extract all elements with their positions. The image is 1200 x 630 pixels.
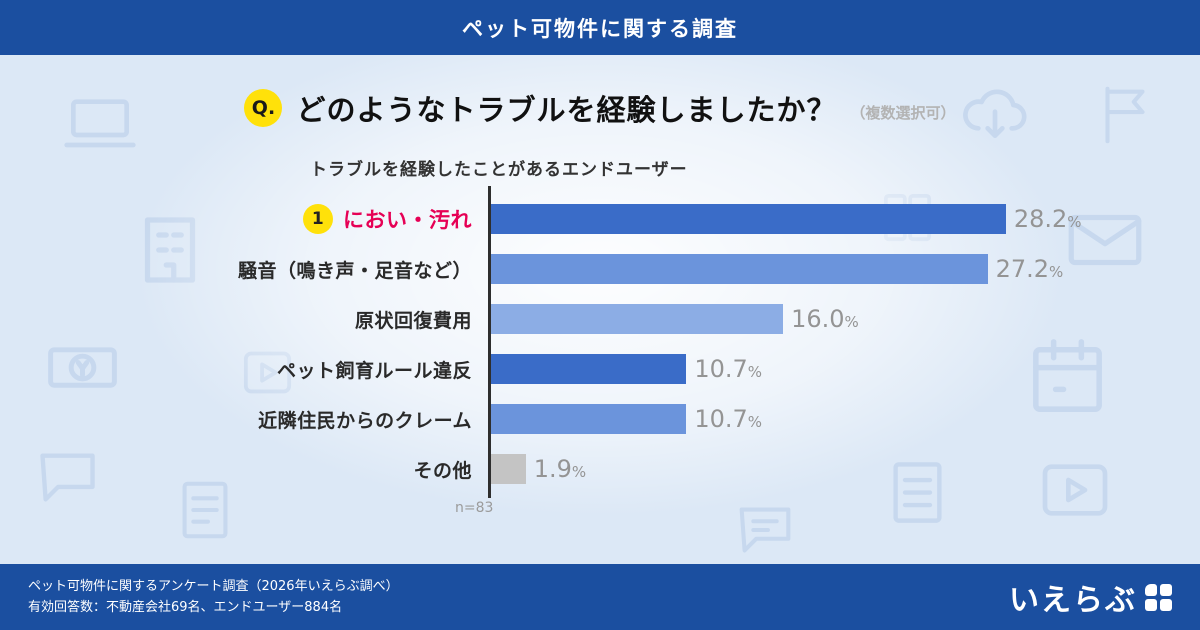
footer-bar: ペット可物件に関するアンケート調査（2026年いえらぶ調べ） 有効回答数：不動産… <box>0 564 1200 630</box>
content: Q. どのようなトラブルを経験しましたか？ （複数選択可） トラブルを経験したこ… <box>0 55 1200 516</box>
category-label: 近隣住民からのクレーム <box>70 406 488 433</box>
value-label: 10.7% <box>694 405 763 433</box>
question-heading: Q. どのようなトラブルを経験しましたか？ （複数選択可） <box>0 85 1200 131</box>
chart-row: 原状回復費用 16.0% <box>70 294 1130 344</box>
category-label-text: 原状回復費用 <box>354 309 472 332</box>
chart-row: 近隣住民からのクレーム 10.7% <box>70 394 1130 444</box>
category-label: 騒音（鳴き声・足音など） <box>70 256 488 283</box>
sample-size-label: n=83 <box>455 500 494 516</box>
logo-mark-icon <box>1145 583 1172 611</box>
rank-1-badge: 1 <box>303 204 333 234</box>
category-label-text: 騒音（鳴き声・足音など） <box>237 259 472 282</box>
category-label-text: その他 <box>413 459 472 482</box>
footer-line1: ペット可物件に関するアンケート調査（2026年いえらぶ調べ） <box>28 578 399 594</box>
bar-track: 10.7% <box>488 354 1130 384</box>
value-label: 1.9% <box>533 455 587 483</box>
value-label: 27.2% <box>995 255 1064 283</box>
logo-text: いえらぶ <box>1009 583 1137 618</box>
ielove-logo: いえらぶ <box>1009 575 1172 619</box>
main-area: Q. どのようなトラブルを経験しましたか？ （複数選択可） トラブルを経験したこ… <box>0 55 1200 564</box>
bar <box>491 404 687 434</box>
bar-track: 1.9% <box>488 454 1130 484</box>
chart-rows: 1 におい・汚れ 28.2% 騒音（鳴き声・足音など） 27.2% 原状回復費用 16.0%… <box>70 186 1130 498</box>
page-title: ペット可物件に関する調査 <box>462 16 738 41</box>
value-label: 28.2% <box>1013 205 1082 233</box>
category-label: その他 <box>70 456 488 483</box>
header-bar: ペット可物件に関する調査 <box>0 0 1200 55</box>
bar <box>491 454 526 484</box>
bar <box>491 254 988 284</box>
bar-track: 27.2% <box>488 254 1130 284</box>
chart-row: ペット飼育ルール違反 10.7% <box>70 344 1130 394</box>
footer-line2: 有効回答数：不動産会社69名、エンドユーザー884名 <box>28 600 343 615</box>
category-label-text: ペット飼育ルール違反 <box>276 359 472 382</box>
chart-row: その他 1.9% <box>70 444 1130 494</box>
question-text: どのようなトラブルを経験しましたか？ <box>296 93 837 127</box>
category-label: ペット飼育ルール違反 <box>70 356 488 383</box>
value-label: 16.0% <box>791 305 859 333</box>
category-label-text: におい・汚れ <box>343 208 472 232</box>
bar-chart: トラブルを経験したことがあるエンドユーザー 1 におい・汚れ 28.2% 騒音（鳴き声… <box>70 155 1130 516</box>
footer-source: ペット可物件に関するアンケート調査（2026年いえらぶ調べ） 有効回答数：不動産… <box>28 576 399 619</box>
bar <box>491 304 784 334</box>
category-label: 1 におい・汚れ <box>70 204 488 234</box>
chart-subtitle: トラブルを経験したことがあるエンドユーザー <box>310 160 688 180</box>
category-label: 原状回復費用 <box>70 306 488 333</box>
q-badge: Q. <box>244 89 283 127</box>
bar <box>491 354 687 384</box>
chart-row: 1 におい・汚れ 28.2% <box>70 194 1130 244</box>
bar-track: 28.2% <box>488 204 1130 234</box>
bar <box>491 204 1006 234</box>
category-label-text: 近隣住民からのクレーム <box>258 409 472 432</box>
chart-row: 騒音（鳴き声・足音など） 27.2% <box>70 244 1130 294</box>
value-label: 10.7% <box>694 355 763 383</box>
bar-track: 10.7% <box>488 404 1130 434</box>
question-note: （複数選択可） <box>850 103 956 122</box>
bar-track: 16.0% <box>488 304 1130 334</box>
